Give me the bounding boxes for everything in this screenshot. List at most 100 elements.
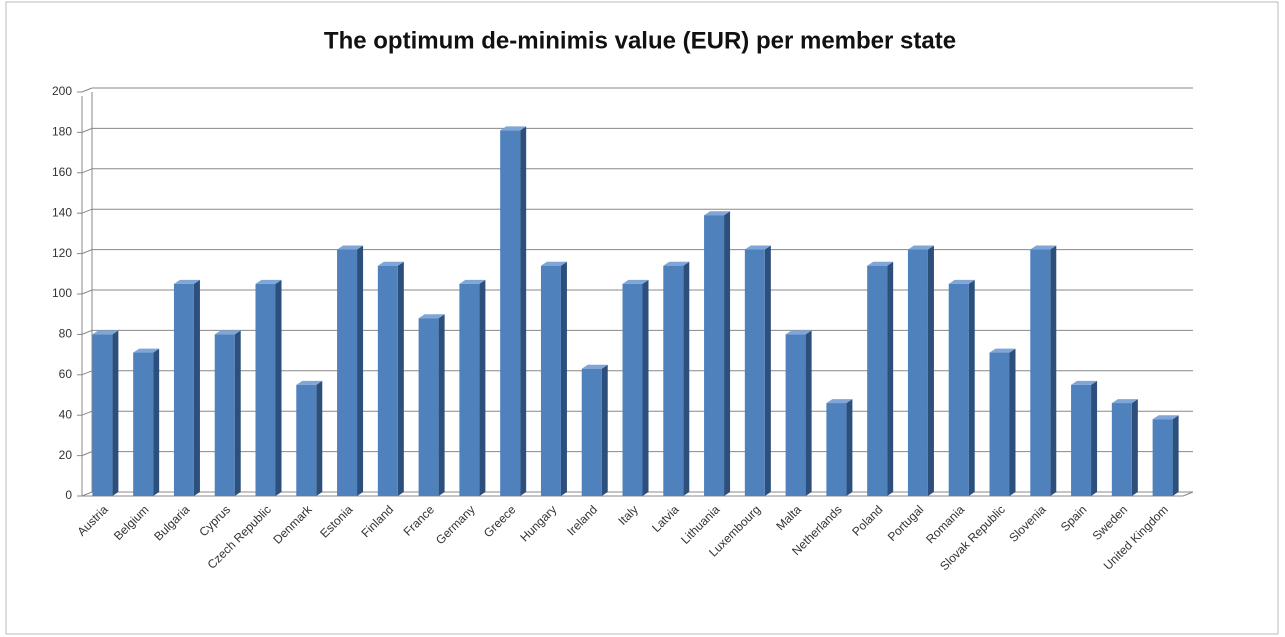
bar-top bbox=[540, 261, 567, 266]
y-tick-label: 60 bbox=[59, 367, 73, 381]
bar-top bbox=[989, 348, 1016, 353]
bar bbox=[867, 265, 888, 496]
bar-side bbox=[1131, 399, 1138, 496]
bar bbox=[255, 283, 276, 496]
bar-top bbox=[1111, 399, 1138, 404]
y-tick-label: 180 bbox=[52, 125, 72, 139]
bar bbox=[540, 265, 561, 496]
y-tick-label: 100 bbox=[52, 286, 72, 300]
bar bbox=[1071, 384, 1092, 496]
bar-top bbox=[255, 279, 282, 284]
bar bbox=[785, 334, 806, 496]
bar-side bbox=[112, 330, 119, 496]
bar-side bbox=[1172, 415, 1179, 496]
grid-line-side bbox=[81, 329, 93, 335]
bar bbox=[948, 283, 969, 496]
bar bbox=[1152, 419, 1173, 496]
bar bbox=[826, 403, 847, 496]
grid-line-side bbox=[81, 208, 93, 214]
bar-top bbox=[500, 126, 527, 131]
bar bbox=[1111, 403, 1132, 496]
bar-top bbox=[867, 261, 894, 266]
grid-line-side bbox=[81, 410, 93, 416]
bar-top bbox=[704, 211, 731, 216]
y-tick-label: 160 bbox=[52, 165, 72, 179]
bar bbox=[92, 334, 113, 496]
grid-line-side bbox=[81, 370, 93, 376]
bar-side bbox=[887, 261, 894, 496]
bar-side bbox=[1050, 245, 1057, 496]
bar bbox=[744, 249, 765, 496]
bar bbox=[1030, 249, 1051, 496]
bar-top bbox=[581, 364, 608, 369]
grid-line-side bbox=[81, 168, 93, 174]
bar-top bbox=[907, 245, 934, 250]
bar bbox=[214, 334, 235, 496]
y-tick-label: 140 bbox=[52, 205, 72, 219]
bar-side bbox=[357, 245, 364, 496]
bar-top bbox=[377, 261, 404, 266]
bar-top bbox=[337, 245, 364, 250]
bar-top bbox=[418, 314, 445, 319]
bar bbox=[581, 368, 602, 496]
bar-top bbox=[133, 348, 160, 353]
bar-top bbox=[173, 279, 200, 284]
bar-side bbox=[520, 126, 527, 496]
bar-side bbox=[234, 330, 241, 496]
bar-side bbox=[397, 261, 404, 496]
bar bbox=[622, 283, 643, 496]
grid-line-side bbox=[81, 127, 93, 133]
grid-line-side bbox=[81, 87, 93, 93]
bar-top bbox=[785, 330, 812, 335]
y-tick-label: 0 bbox=[65, 488, 72, 502]
bar-side bbox=[927, 245, 934, 496]
bar bbox=[296, 384, 317, 496]
bar bbox=[663, 265, 684, 496]
bar bbox=[337, 249, 358, 496]
bar-top bbox=[214, 330, 241, 335]
bar-top bbox=[296, 380, 323, 385]
bar-side bbox=[1009, 348, 1016, 496]
bar-top bbox=[1152, 415, 1179, 420]
bar bbox=[500, 130, 521, 496]
y-tick-label: 80 bbox=[59, 327, 73, 341]
bar-side bbox=[316, 380, 323, 496]
bar bbox=[907, 249, 928, 496]
bar bbox=[173, 283, 194, 496]
bar bbox=[133, 352, 154, 496]
y-tick-label: 120 bbox=[52, 246, 72, 260]
bar-side bbox=[193, 279, 200, 496]
bar-side bbox=[1091, 380, 1098, 496]
bar-top bbox=[663, 261, 690, 266]
bar-side bbox=[764, 245, 771, 496]
grid-line-side bbox=[81, 289, 93, 295]
bar-side bbox=[275, 279, 282, 496]
bar-top bbox=[1071, 380, 1098, 385]
bar-side bbox=[805, 330, 812, 496]
bar-side bbox=[560, 261, 567, 496]
bar bbox=[418, 318, 439, 496]
bar-side bbox=[846, 399, 853, 496]
y-tick-label: 40 bbox=[59, 407, 73, 421]
bar-top bbox=[92, 330, 119, 335]
bar bbox=[377, 265, 398, 496]
bar-side bbox=[683, 261, 690, 496]
bar-top bbox=[459, 279, 486, 284]
bar-side bbox=[438, 314, 445, 496]
bar-side bbox=[153, 348, 160, 496]
floor-edge bbox=[1182, 491, 1194, 497]
y-tick-label: 20 bbox=[59, 448, 73, 462]
bar bbox=[704, 215, 725, 496]
bar bbox=[989, 352, 1010, 496]
bar-top bbox=[826, 399, 853, 404]
grid-line-side bbox=[81, 491, 93, 497]
bar-side bbox=[601, 364, 608, 496]
bar bbox=[459, 283, 480, 496]
y-tick-label: 200 bbox=[52, 84, 72, 98]
bar-top bbox=[1030, 245, 1057, 250]
bar-side bbox=[479, 279, 486, 496]
bar-side bbox=[724, 211, 731, 496]
chart-title: The optimum de-minimis value (EUR) per m… bbox=[324, 27, 956, 54]
grid-line-side bbox=[81, 451, 93, 457]
